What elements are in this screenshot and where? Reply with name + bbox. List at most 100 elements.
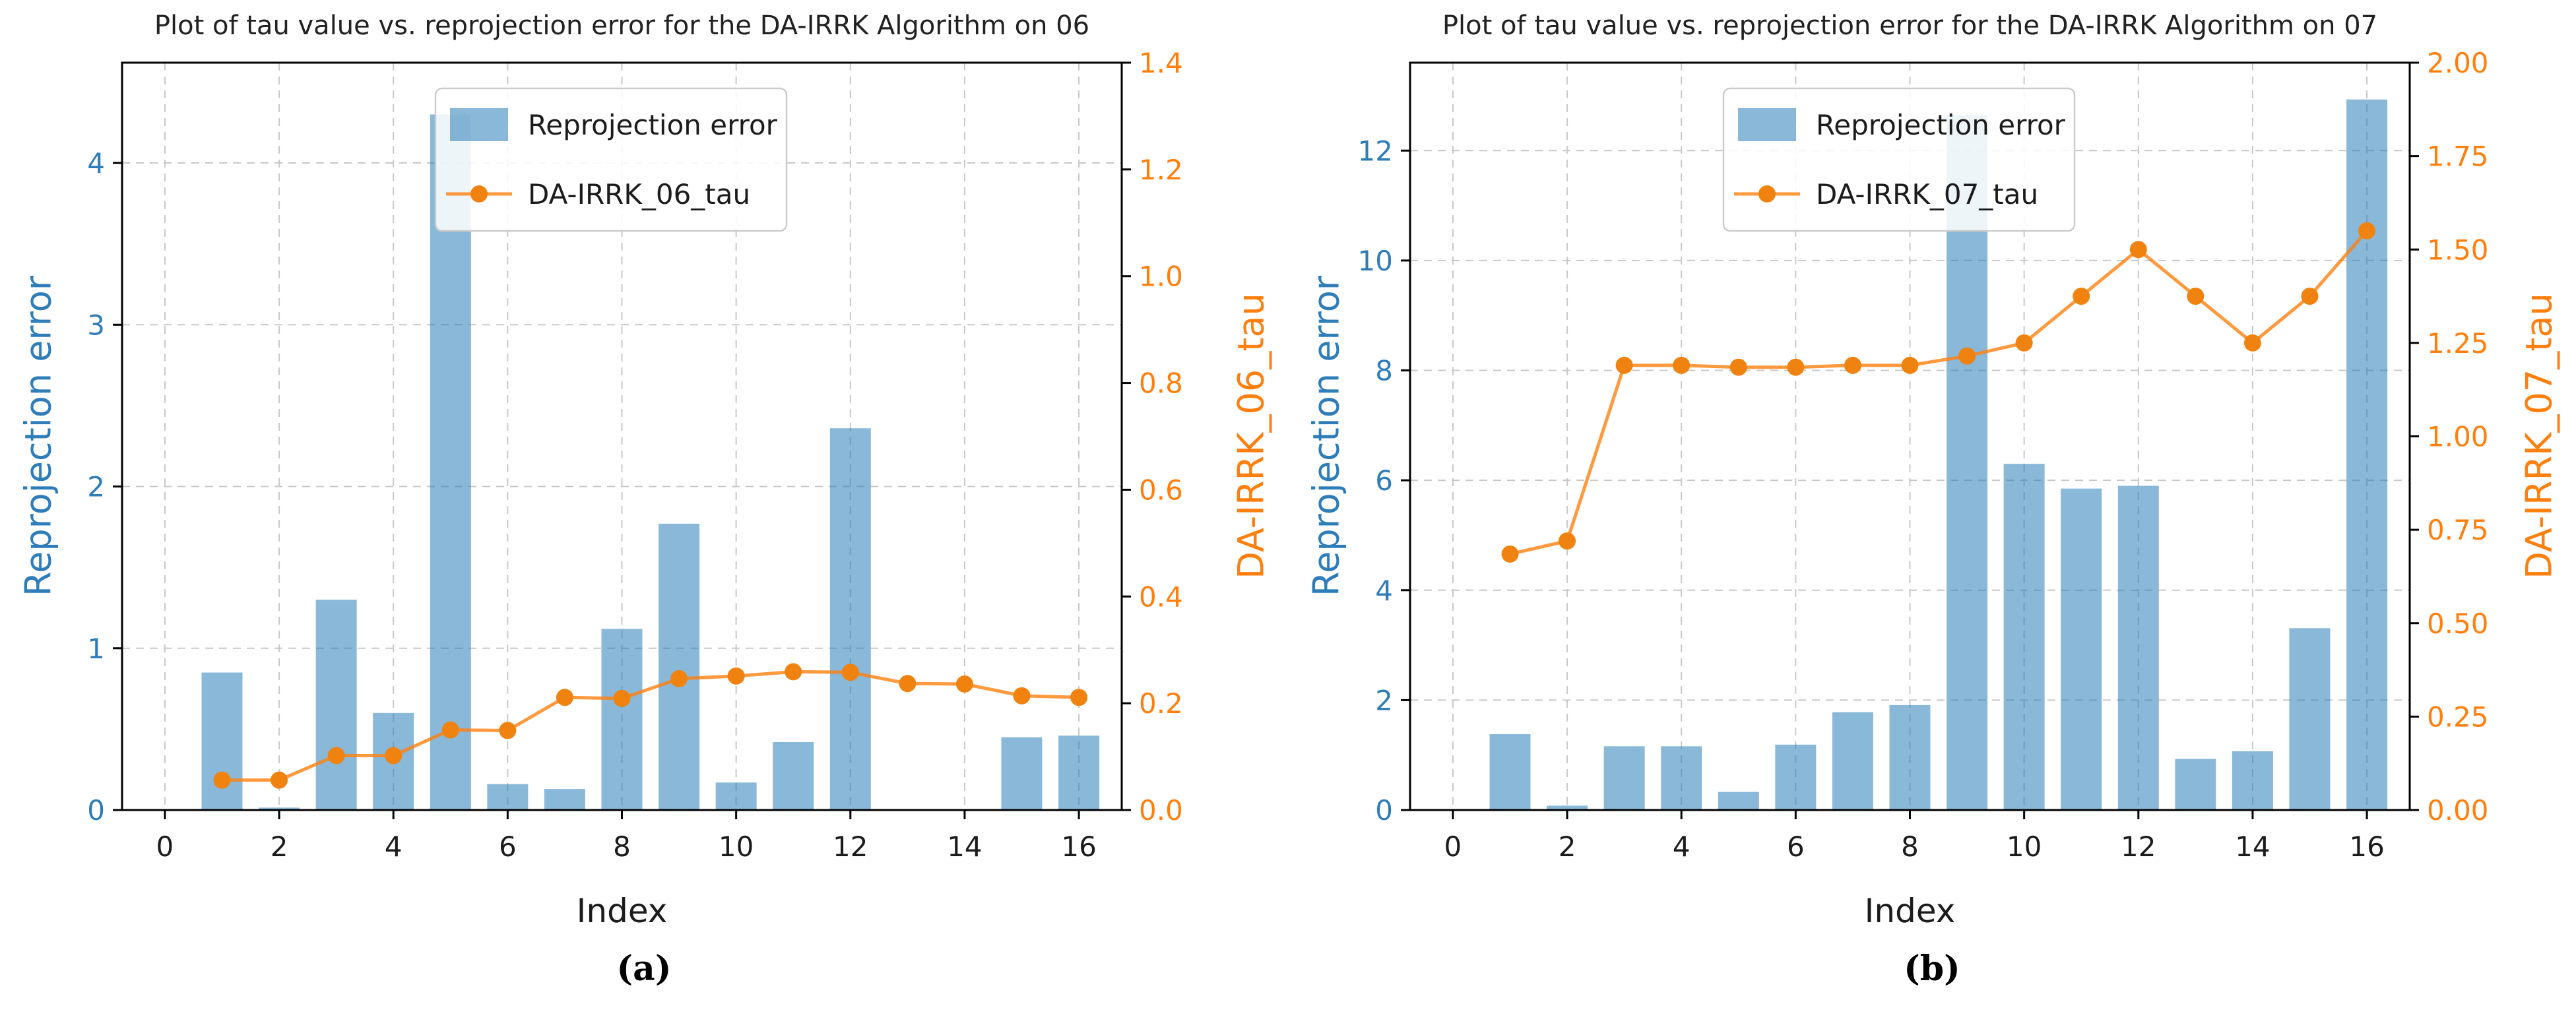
tau-marker-11 [785,663,802,681]
x-tick-label: 14 [2235,830,2270,863]
x-tick-label: 8 [1901,830,1919,863]
tau-marker-5 [441,721,459,739]
legend-bar-swatch [1738,108,1796,141]
tau-marker-6 [499,722,517,739]
reprojection-error-bar-13 [2175,759,2216,810]
reprojection-error-bar-3 [1603,746,1645,810]
tau-marker-15 [2301,288,2319,305]
y-right-tick-label: 0.75 [2427,514,2489,546]
legend-label-reprojection-error: Reprojection error [1816,109,2066,141]
chart-a-title: Plot of tau value vs. reprojection error… [154,11,1090,41]
y-left-tick-label: 12 [1358,135,1393,167]
figure-panel-b: 0 2 4 6 8 10 12 0 2 4 6 8 10 12 14 16 0.00 0.25 0.50 0.75 1.… [1288,0,2576,1031]
reprojection-error-bar-9 [659,523,700,810]
legend-label-reprojection-error: Reprojection error [528,109,778,141]
reprojection-error-bar-1 [1489,734,1531,810]
chart-a-xlabel: Index [576,892,668,930]
tau-marker-12 [2129,241,2147,259]
tau-marker-8 [1901,356,1919,374]
tau-marker-7 [556,689,573,706]
y-right-tick-label: 1.50 [2427,234,2489,266]
reprojection-error-bar-10 [715,782,757,810]
chart-a-caption: (a) [616,949,672,989]
y-left-tick-label: 0 [87,794,105,827]
y-left-tick-label: 4 [1375,575,1393,607]
tau-marker-4 [1673,356,1690,374]
reprojection-error-bar-16 [1058,735,1100,810]
tau-marker-5 [1729,358,1747,376]
reprojection-error-bar-5 [1718,792,1759,810]
reprojection-error-bar-10 [2003,464,2045,810]
legend-bar-swatch [450,108,508,141]
y-right-tick-label: 0.6 [1139,474,1183,506]
legend-label-tau: DA-IRRK_06_tau [528,178,750,210]
tau-marker-13 [899,675,917,693]
y-right-tick-label: 1.4 [1139,47,1183,79]
x-tick-label: 10 [2007,830,2042,863]
chart-b-title: Plot of tau value vs. reprojection error… [1442,11,2378,41]
reprojection-error-bar-14 [2232,751,2273,810]
x-tick-label: 12 [833,830,868,863]
reprojection-error-bar-16 [2346,99,2388,811]
legend-label-tau: DA-IRRK_07_tau [1816,178,2038,210]
tau-marker-14 [955,675,973,693]
y-right-tick-label: 0.0 [1139,794,1183,827]
x-tick-label: 14 [947,830,982,863]
chart-a-ylabel-right: DA-IRRK_06_tau [1230,293,1272,579]
chart-b-ylabel-right: DA-IRRK_07_tau [2518,293,2560,579]
reprojection-error-bar-15 [2289,628,2331,810]
reprojection-error-bar-11 [2061,488,2102,810]
reprojection-error-bar-2 [259,807,300,810]
tau-marker-4 [385,747,402,765]
reprojection-error-bar-8 [601,629,643,810]
y-left-tick-label: 1 [87,633,105,665]
legend-marker [1758,185,1776,203]
legend [434,87,788,232]
tau-marker-16 [1070,689,1088,706]
y-right-tick-label: 0.8 [1139,367,1183,400]
tau-line [222,670,1079,782]
tau-marker-1 [1501,545,1519,563]
y-left-tick-label: 6 [1375,464,1393,497]
tau-marker-6 [1787,358,1805,376]
reprojection-error-bar-11 [773,742,814,810]
tau-line [1509,230,2368,556]
y-right-tick-label: 1.0 [1139,261,1183,293]
y-left-tick-label: 2 [1375,684,1393,716]
figure-panel-a: 0 1 2 3 4 0 2 4 6 8 10 12 14 16 0.0 0.2 0.4 0.6 0.8 1.0 1.2 1… [18,11,1272,989]
reprojection-error-bar-12 [2117,485,2159,810]
y-right-tick-label: 1.2 [1139,154,1183,186]
tau-marker-13 [2187,288,2205,305]
legend [1722,87,2076,232]
reprojection-error-bar-6 [1775,744,1817,810]
x-tick-label: 16 [2349,830,2384,863]
y-right-tick-label: 0.50 [2427,608,2489,640]
tau-marker-2 [1559,532,1576,550]
tau-marker-11 [2073,288,2090,305]
chart-b-caption: (b) [1904,949,1960,989]
tau-marker-14 [2243,334,2261,352]
chart-b-plot: 0 2 4 6 8 10 12 0 2 4 6 8 10 12 14 16 0.00 0.25 0.50 0.75 1.… [1358,47,2489,863]
reprojection-error-bar-12 [829,428,871,810]
x-tick-label: 16 [1061,830,1096,863]
x-tick-label: 2 [271,830,288,863]
x-tick-label: 0 [1444,830,1462,863]
y-right-tick-label: 0.25 [2427,701,2489,733]
x-tick-label: 2 [1559,830,1576,863]
y-right-tick-label: 1.00 [2427,421,2489,453]
tau-marker-3 [327,747,345,765]
tau-marker-10 [2015,334,2033,352]
tau-marker-10 [727,667,745,685]
y-left-tick-label: 4 [87,147,105,179]
y-right-tick-label: 0.00 [2427,794,2489,827]
tau-marker-16 [2358,222,2376,239]
x-tick-label: 8 [613,830,631,863]
tau-marker-8 [613,689,631,707]
y-right-tick-label: 0.4 [1139,580,1183,613]
tau-marker-7 [1844,356,1861,374]
tau-marker-3 [1615,356,1633,374]
x-tick-label: 12 [2121,830,2156,863]
reprojection-error-bar-8 [1889,704,1931,810]
tau-marker-9 [1958,347,1976,365]
